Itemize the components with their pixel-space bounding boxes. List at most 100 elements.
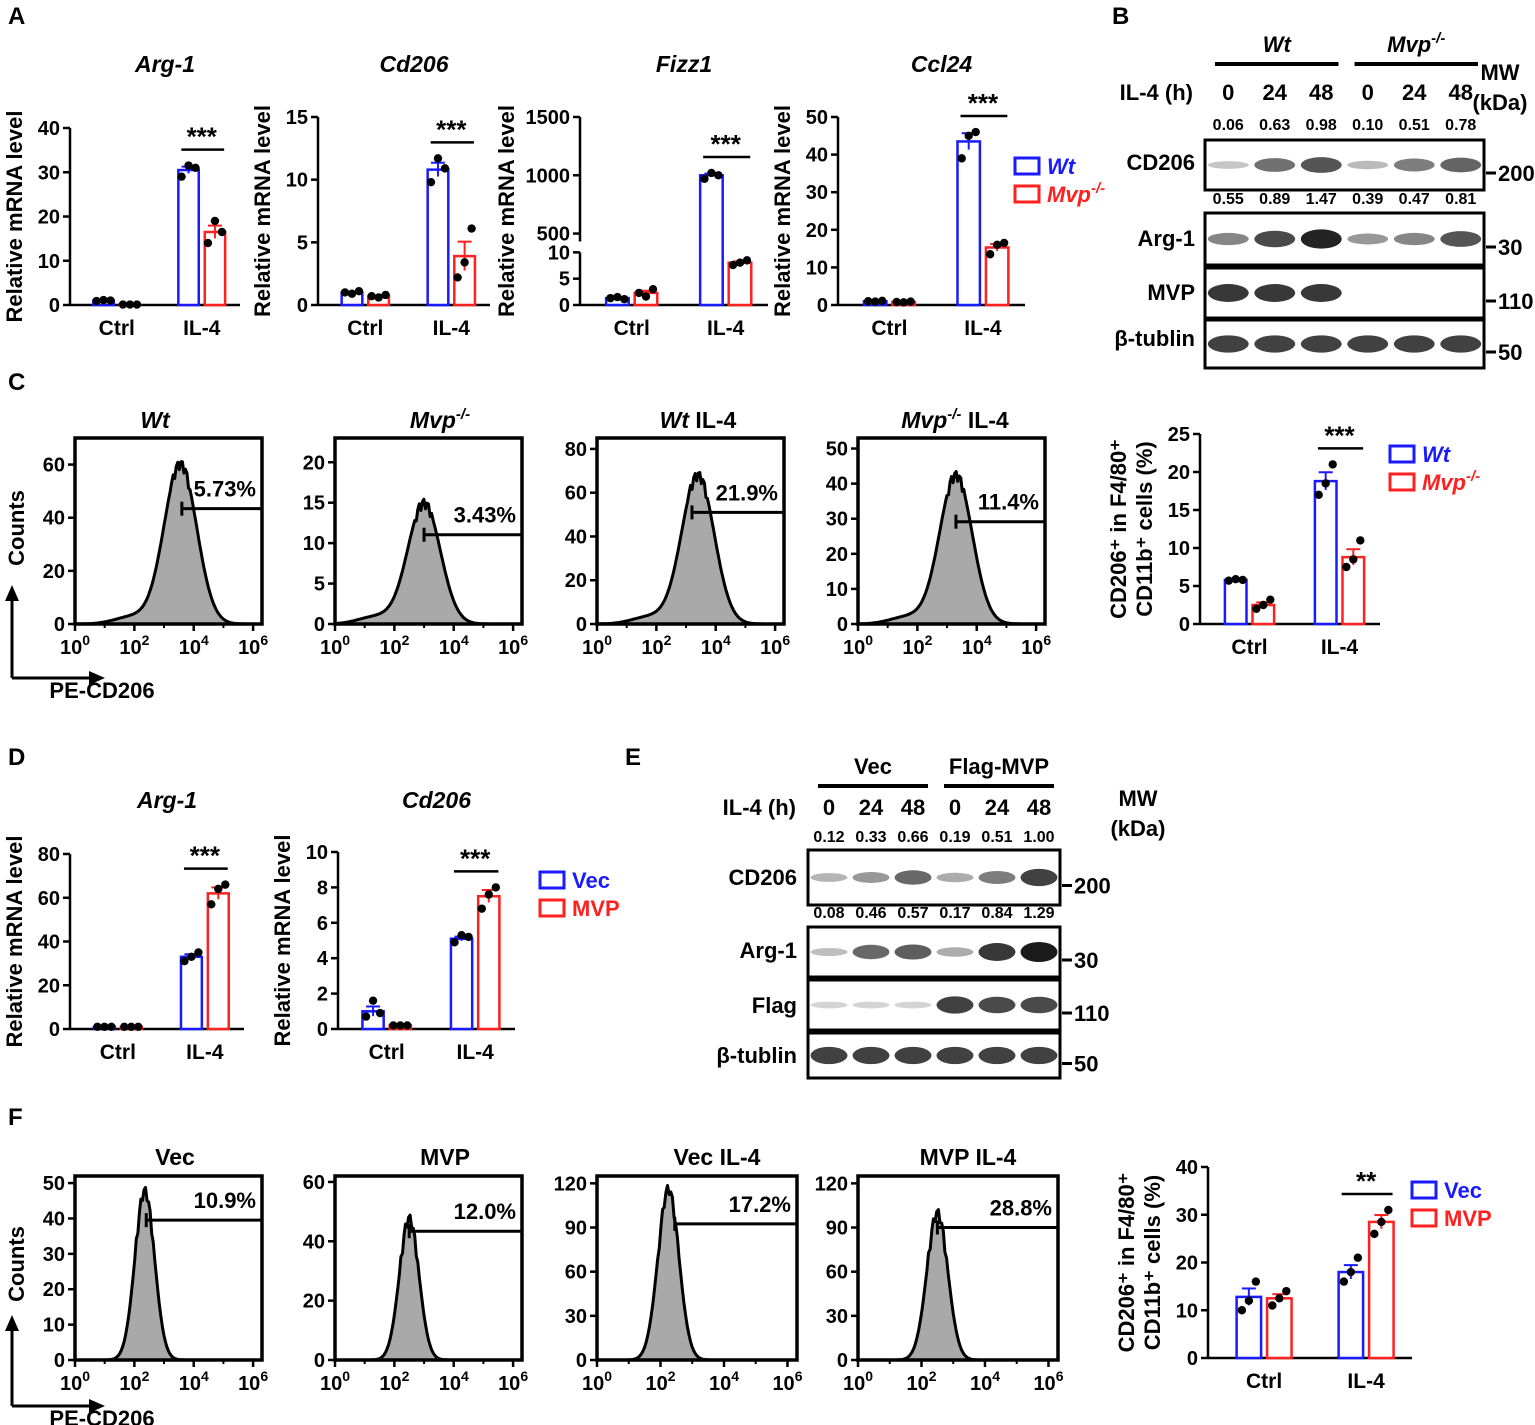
time-point: 48 — [1449, 80, 1473, 105]
data-point — [491, 883, 500, 892]
blot-label: Flag — [752, 993, 797, 1018]
quant-value: 0.66 — [897, 829, 928, 846]
histogram-area — [856, 1208, 1057, 1362]
blot-band — [810, 1046, 848, 1065]
data-point — [906, 297, 915, 306]
data-point — [1346, 1267, 1356, 1277]
quant-value: 0.12 — [813, 829, 844, 846]
quant-value: 0.81 — [1445, 191, 1476, 208]
time-point: 48 — [1027, 795, 1051, 820]
blot-band — [1393, 232, 1435, 246]
data-point — [440, 164, 450, 173]
data-point — [477, 904, 486, 913]
plot-frame — [333, 1174, 524, 1362]
tick-exponent: 2 — [402, 632, 410, 648]
x-tick-label: 100 — [843, 1368, 873, 1395]
blot-band — [936, 996, 974, 1014]
category-label: Ctrl — [871, 317, 907, 340]
data-point — [221, 880, 230, 889]
gate-percent: 11.4% — [978, 490, 1039, 515]
y-tick-label: 0 — [1179, 614, 1190, 636]
legend-name: Wt — [1422, 442, 1452, 467]
panel-label-f: F — [8, 1104, 23, 1131]
category-label: IL-4 — [1321, 636, 1359, 659]
legend-label: Vec — [1444, 1178, 1482, 1203]
data-point — [878, 296, 887, 306]
time-label: IL-4 (h) — [1120, 80, 1193, 105]
y-tick-label: 0 — [54, 1350, 65, 1372]
tick-base: 10 — [970, 1373, 992, 1395]
flow-x-label: PE-CD206 — [49, 1406, 154, 1425]
tick-base: 10 — [709, 1373, 731, 1395]
data-point — [992, 240, 1002, 250]
x-tick-label: 106 — [498, 632, 528, 659]
x-tick-label: 104 — [962, 632, 992, 659]
x-tick-label: 104 — [439, 632, 469, 659]
data-point — [1244, 1296, 1254, 1305]
title-part: IL-4 — [689, 407, 736, 433]
y-tick-label: 90 — [826, 1218, 848, 1240]
group-name: Wt — [1263, 32, 1293, 57]
y-tick-label: 0 — [837, 1350, 848, 1372]
time-point: 24 — [985, 795, 1010, 820]
significance-stars: *** — [190, 841, 221, 871]
bar-vec — [1235, 1295, 1263, 1360]
tick-base: 10 — [582, 1373, 604, 1395]
mw-value: 200 — [1074, 874, 1111, 899]
data-point — [340, 288, 350, 297]
y-tick-label: 6 — [317, 913, 328, 935]
blot-band — [1300, 284, 1342, 302]
blot-label: Arg-1 — [740, 938, 797, 963]
y-tick-label: 0 — [576, 1350, 587, 1372]
legend-label: Mvp-/- — [1047, 180, 1105, 207]
blot-label: CD206 — [1127, 150, 1195, 175]
tick-exponent: 6 — [520, 1368, 528, 1384]
data-point — [177, 172, 186, 181]
y-axis-label: CD206⁺ in F4/80⁺CD11b⁺ cells (%) — [1114, 1173, 1165, 1353]
y-tick-label: 10 — [806, 257, 828, 279]
significance-stars: *** — [436, 114, 467, 144]
data-point — [203, 238, 213, 248]
blot-band — [1020, 996, 1058, 1014]
category-label: IL-4 — [457, 1041, 495, 1064]
tick-base: 10 — [843, 1373, 865, 1395]
tick-exponent: 0 — [865, 632, 873, 648]
mw-value: 200 — [1498, 161, 1535, 186]
y-tick-label: 2 — [317, 984, 328, 1006]
quant-value: 1.00 — [1023, 829, 1054, 846]
quant-value: 0.17 — [939, 905, 970, 922]
chart-title: Cd206 — [402, 787, 471, 813]
tick-base: 10 — [701, 637, 723, 659]
blot-band — [1207, 284, 1249, 302]
tick-base: 10 — [238, 1373, 260, 1395]
data-point — [1328, 460, 1337, 469]
category-label: Ctrl — [614, 317, 650, 340]
tick-exponent: 6 — [1056, 1368, 1064, 1384]
group-label: Vec — [854, 754, 892, 779]
blot-band — [978, 996, 1016, 1014]
gate-percent: 5.73% — [194, 477, 256, 502]
y-tick-label: 15 — [286, 107, 308, 129]
data-point — [120, 1022, 129, 1032]
legend-label: MVP — [572, 896, 620, 921]
y-arrow-head — [5, 585, 19, 601]
blot-band — [1300, 229, 1342, 249]
blot-frame — [806, 925, 1062, 979]
x-tick-label: 106 — [772, 1368, 802, 1395]
category-label: IL-4 — [1347, 1370, 1385, 1393]
histogram-title: Vec — [155, 1144, 195, 1170]
y-tick-label: 500 — [537, 224, 570, 246]
time-point: 0 — [1362, 80, 1374, 105]
tick-exponent: 4 — [731, 1368, 739, 1384]
x-tick-label: 104 — [439, 1368, 469, 1395]
tick-exponent: 6 — [260, 1368, 268, 1384]
time-label: IL-4 (h) — [723, 795, 796, 820]
data-point — [1384, 1205, 1393, 1215]
chart-title: Ccl24 — [911, 51, 973, 77]
